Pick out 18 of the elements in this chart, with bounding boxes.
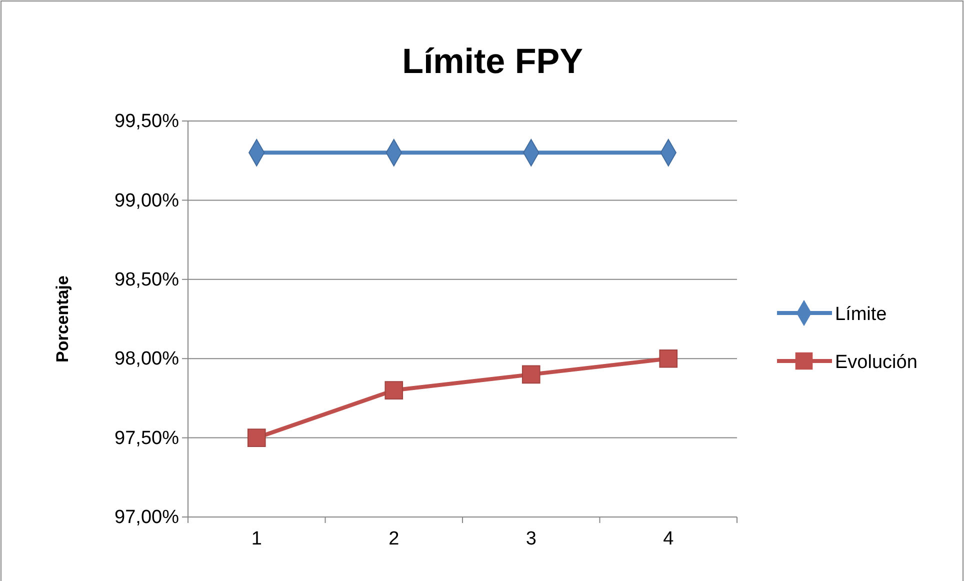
point xyxy=(522,365,540,384)
x-tick-label: 3 xyxy=(526,528,536,550)
y-tick-label: 97,00% xyxy=(114,507,180,528)
y-tick-label: 98,00% xyxy=(114,348,180,370)
point xyxy=(659,349,678,368)
point xyxy=(384,381,404,400)
y-tick-label: 97,50% xyxy=(114,428,180,449)
chart-title: Límite FPY xyxy=(402,42,583,81)
x-tick-label: 2 xyxy=(388,528,400,550)
y-tick-label: 99,00% xyxy=(114,190,180,212)
y-tick-label: 99,50% xyxy=(114,111,180,132)
x-tick-label: 4 xyxy=(663,528,674,550)
y-tick-label: 98,50% xyxy=(114,269,180,290)
point xyxy=(247,428,266,447)
legend-label: Límite xyxy=(835,304,887,325)
x-tick-label: 1 xyxy=(251,528,262,550)
legend-label: Evolución xyxy=(835,352,918,373)
y-axis-title: Porcentaje xyxy=(53,276,72,362)
